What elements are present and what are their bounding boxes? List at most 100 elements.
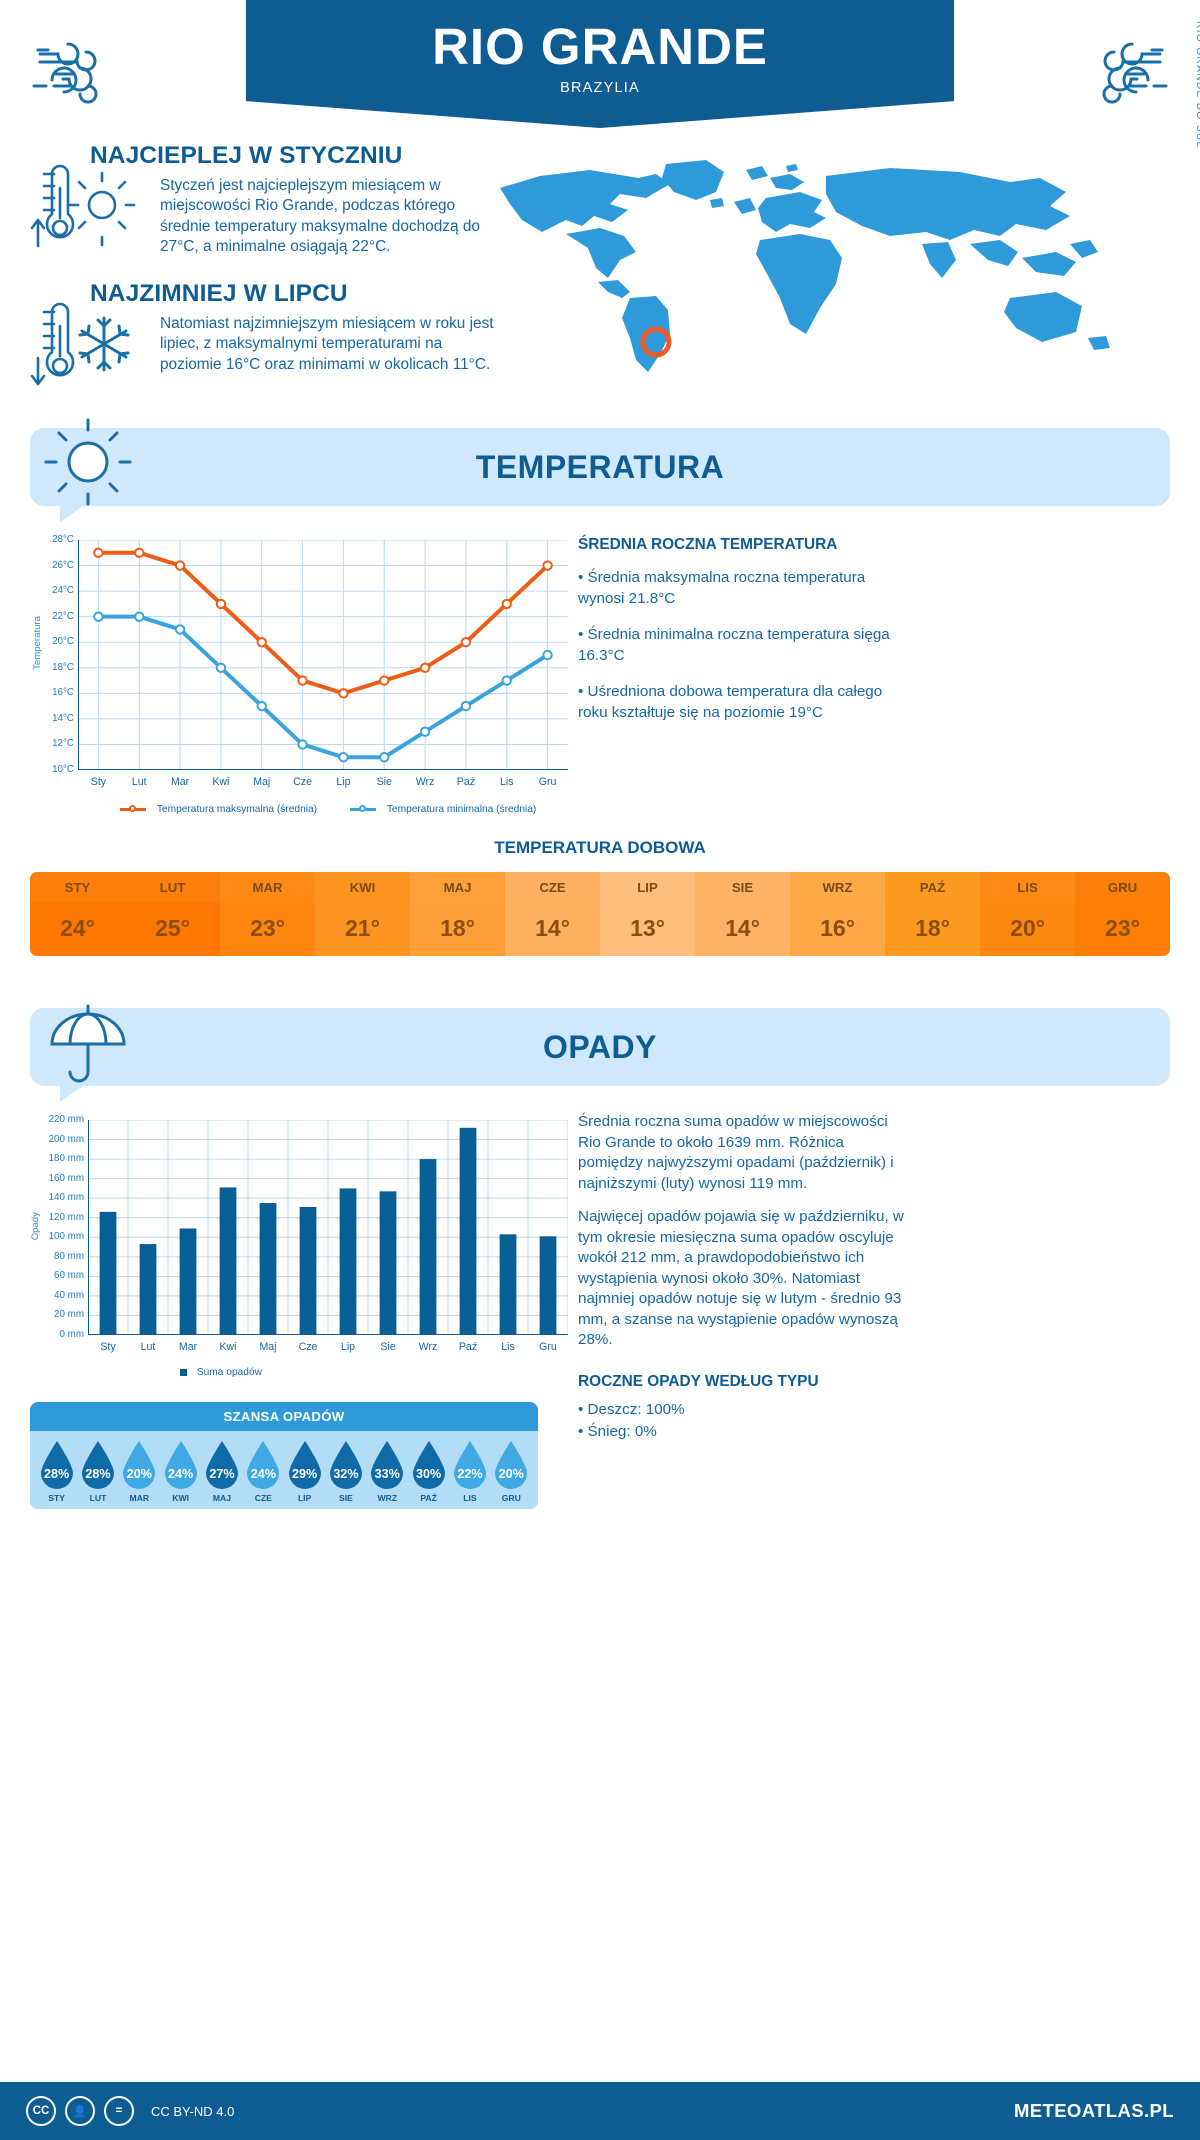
temp-table-month: PAŹ [885, 872, 980, 903]
water-drop-icon [412, 1441, 445, 1489]
precip-chart-row: Opady 0 mm 20 mm 40 mm 60 mm 80 mm 100 mm 120 … [30, 1112, 1170, 1440]
chance-value: 29% [292, 1467, 318, 1481]
precip-type-heading: ROCZNE OPADY WEDŁUG TYPU [578, 1372, 819, 1390]
daily-temp-title: TEMPERATURA DOBOWA [494, 838, 706, 857]
temp-legend-item: Temperatura maksymalna (średnia) [120, 804, 317, 815]
temp-table-value: 14° [505, 903, 600, 956]
warmest-month-block: NAJCIEPLEJ W STYCZNIU Styczeń jest najci… [30, 142, 500, 270]
precip-y-tick: 140 mm [48, 1192, 84, 1204]
temp-bullet: • Średnia minimalna roczna temperatura s… [578, 626, 890, 664]
precip-y-tick: 0 mm [59, 1329, 85, 1340]
license-block: CC 👤 = CC BY-ND 4.0 [26, 2096, 234, 2126]
temp-table-value: 23° [220, 903, 315, 956]
precip-x-tick: Lip [340, 1341, 356, 1353]
temp-x-tick: Sie [376, 776, 392, 788]
precip-x-tick: Mar [178, 1341, 198, 1353]
license-label: CC BY-ND 4.0 [151, 2103, 235, 2119]
temp-table-value: 25° [125, 903, 220, 956]
temp-table-month: LIP [600, 872, 695, 903]
chance-drop: 28% STY [36, 1439, 77, 1503]
temp-table-value: 16° [790, 903, 885, 956]
temp-table-value: 23° [1075, 903, 1170, 956]
coordinates-block: 32° 1' 59" S — 52° 5' 53" W RIO GRANDE D… [1194, 21, 1200, 268]
precip-y-tick: 220 mm [48, 1114, 84, 1125]
chance-month: STY [48, 1493, 66, 1503]
chance-drop: 24% KWI [160, 1439, 201, 1503]
temp-table-month: SIE [695, 872, 790, 903]
warmest-text: Styczeń jest najcieplejszym miesiącem w … [160, 177, 480, 256]
temp-table-month: GRU [1075, 872, 1170, 903]
chance-drop: 24% CZE [243, 1439, 284, 1503]
chance-value: 30% [416, 1467, 442, 1481]
precip-type-item: • Deszcz: 100% [578, 1400, 685, 1418]
temp-table-month: MAR [220, 872, 315, 903]
precip-y-tick: 180 mm [48, 1153, 84, 1165]
precip-y-tick: 160 mm [48, 1172, 84, 1184]
precip-x-tick: Cze [298, 1341, 318, 1353]
temperature-line-chart: Temperatura 10°C 12°C 14°C 16°C 18°C 20°C 22°C… [30, 532, 570, 822]
intro-section: NAJCIEPLEJ W STYCZNIU Styczeń jest najci… [0, 21, 1200, 428]
temp-y-tick: 28°C [52, 534, 74, 545]
precip-x-tick: Lut [140, 1341, 156, 1353]
nd-icon: = [104, 2096, 134, 2126]
temp-table-month: LIS [980, 872, 1075, 903]
precipitation-bar-chart: Opady 0 mm 20 mm 40 mm 60 mm 80 mm 100 mm 120 … [30, 1112, 570, 1392]
precip-y-tick: 40 mm [54, 1289, 84, 1301]
page-footer: CC 👤 = CC BY-ND 4.0 METEOATLAS.PL [0, 2082, 1200, 2140]
precip-y-tick: 60 mm [54, 1270, 84, 1282]
temp-y-tick: 20°C [52, 636, 74, 648]
precip-paragraph: Średnia roczna suma opadów w miejscowośc… [578, 1113, 894, 1192]
title-banner: RIO GRANDE BRAZYLIA [246, 0, 954, 128]
temp-summary-heading: ŚREDNIA ROCZNA TEMPERATURA [578, 536, 838, 553]
temp-table-value: 21° [315, 903, 410, 956]
temp-table-column: KWI 21° [315, 872, 410, 956]
precip-x-tick: Wrz [418, 1341, 438, 1353]
chance-value: 33% [374, 1467, 400, 1481]
temp-table-value: 20° [980, 903, 1075, 956]
temp-table-month: STY [30, 872, 125, 903]
temp-table-value: 13° [600, 903, 695, 956]
temp-x-tick: Lut [131, 776, 147, 788]
temp-table-column: PAŹ 18° [885, 872, 980, 956]
sun-icon [44, 418, 132, 506]
temperature-chart-row: Temperatura 10°C 12°C 14°C 16°C 18°C 20°C 22°C… [30, 532, 1170, 822]
chance-of-precipitation-panel: SZANSA OPADÓW 28% STY 28% LUT [30, 1402, 538, 1509]
warmest-heading: NAJCIEPLEJ W STYCZNIU [90, 142, 403, 169]
temp-legend-item: Temperatura minimalna (średnia) [350, 804, 536, 815]
temp-y-tick: 18°C [52, 661, 74, 673]
temp-table-value: 18° [885, 903, 980, 956]
precip-y-tick: 120 mm [48, 1211, 84, 1223]
precip-type-item: • Śnieg: 0% [578, 1423, 657, 1441]
temp-x-tick: Paź [456, 776, 476, 788]
temp-x-tick: Mar [170, 776, 190, 788]
location-marker [640, 326, 672, 358]
precip-legend-item: Suma opadów [180, 1367, 262, 1378]
chance-value: 20% [126, 1467, 152, 1481]
chance-value: 28% [85, 1467, 111, 1481]
chance-month: LUT [89, 1493, 107, 1503]
water-drop-icon [205, 1441, 238, 1489]
chance-value: 22% [457, 1467, 483, 1481]
cc-icon: CC [26, 2096, 56, 2126]
chance-drop: 29% LIP [284, 1439, 325, 1503]
chance-month: GRU [501, 1493, 521, 1503]
by-icon: 👤 [65, 2096, 95, 2126]
temp-table-column: GRU 23° [1075, 872, 1170, 956]
precip-y-tick: 100 mm [48, 1231, 84, 1243]
chance-value: 24% [168, 1467, 194, 1481]
temp-table-month: WRZ [790, 872, 885, 903]
temp-x-tick: Cze [293, 776, 312, 788]
temp-table-column: LIP 13° [600, 872, 695, 956]
precip-section-header: OPADY [30, 1004, 1170, 1102]
page-header: RIO GRANDE BRAZYLIA [0, 0, 1200, 128]
chance-drop: 32% SIE [325, 1439, 366, 1503]
chance-panel-title: SZANSA OPADÓW [30, 1402, 538, 1431]
chance-month: LIS [463, 1493, 477, 1503]
temp-y-tick: 24°C [52, 585, 74, 597]
daily-temperature-table: STY 24° LUT 25° MAR 23° KWI 21° MAJ 18° … [30, 872, 1170, 956]
temperature-section-header: TEMPERATURA [30, 418, 1170, 522]
temp-y-tick: 22°C [52, 610, 74, 622]
chance-value: 32% [333, 1467, 359, 1481]
water-drop-icon [371, 1441, 404, 1489]
